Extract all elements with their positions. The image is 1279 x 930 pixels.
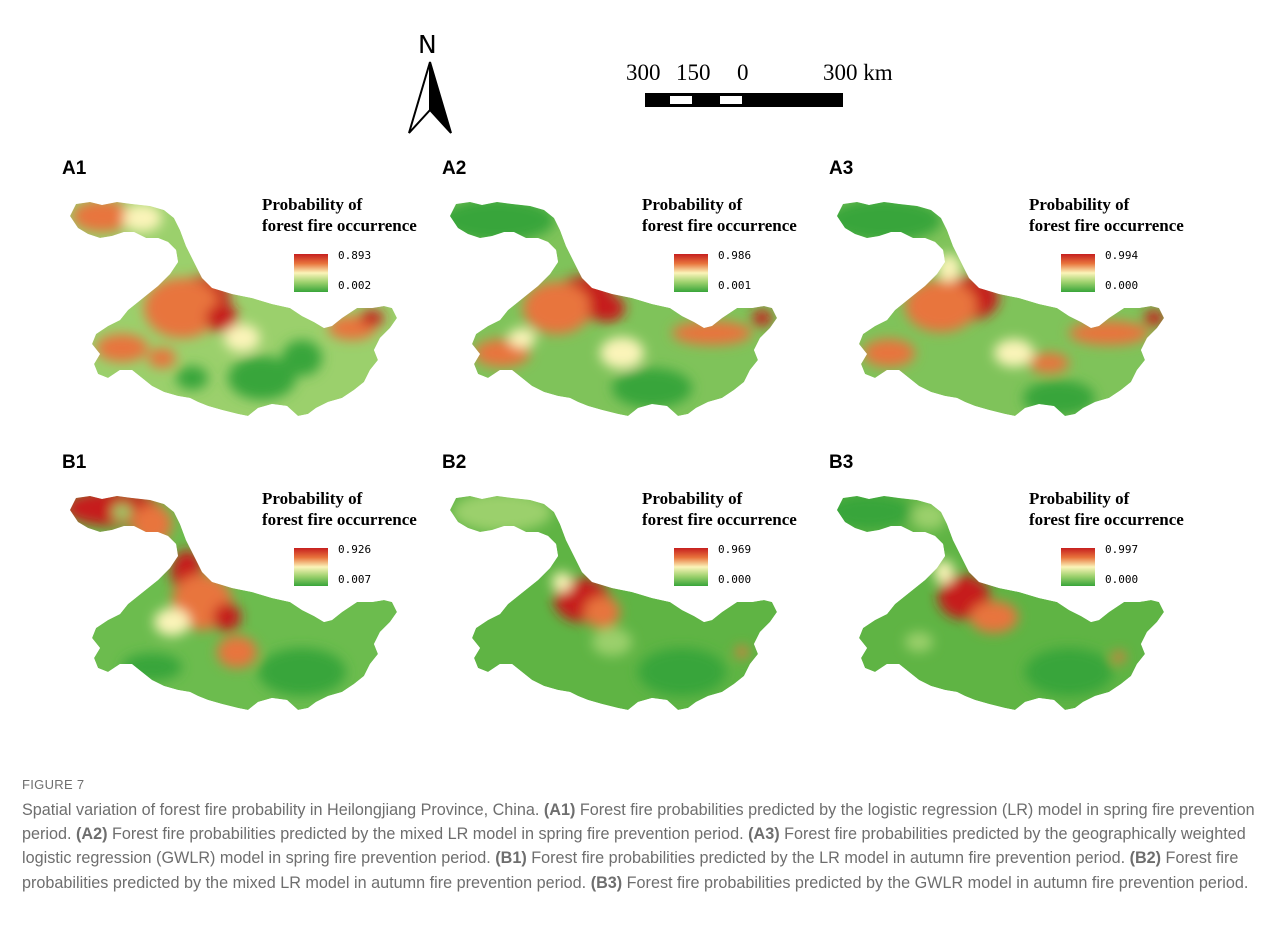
- legend-min-value: 0.000: [718, 573, 752, 586]
- legend-color-ramp: [1061, 254, 1095, 292]
- panel-label-b3: B3: [829, 452, 854, 473]
- map-panel-b1: B1 Probability of forest fire occurrence 0.…: [62, 452, 462, 747]
- panel-label-a1: A1: [62, 158, 87, 179]
- legend-max-value: 0.994: [1105, 249, 1139, 262]
- scale-label-0: 0: [737, 60, 749, 85]
- probability-map-a2: [450, 202, 777, 416]
- scale-label-300: 300: [626, 60, 661, 85]
- legend-title: Probability of forest fire occurrence: [262, 489, 417, 529]
- legend-min-value: 0.000: [1105, 573, 1139, 586]
- legend-color-ramp: [1061, 548, 1095, 586]
- legend-title: Probability of forest fire occurrence: [642, 489, 797, 529]
- legend-min-value: 0.002: [338, 279, 372, 292]
- map-panel-a2: A2 Probability of forest fire occurrence 0.…: [442, 158, 842, 453]
- map-panel-a3: A3 Probability of forest fire occurrence 0.…: [829, 158, 1229, 453]
- probability-map-a1: [70, 202, 397, 416]
- scale-label-300-km: 300 km: [823, 60, 893, 85]
- legend-title: Probability of forest fire occurrence: [262, 195, 417, 235]
- scale-label-150: 150: [676, 60, 711, 85]
- legend-title: Probability of forest fire occurrence: [642, 195, 797, 235]
- north-letter: N: [418, 30, 437, 59]
- panel-label-b2: B2: [442, 452, 467, 473]
- legend-color-ramp: [294, 254, 328, 292]
- legend-max-value: 0.926: [338, 543, 372, 556]
- panel-label-a2: A2: [442, 158, 467, 179]
- north-arrow-icon: [408, 61, 452, 134]
- legend-color-ramp: [294, 548, 328, 586]
- map-panel-b3: B3 Probability of forest fire occurrence 0.…: [829, 452, 1229, 747]
- probability-map-a3: [837, 202, 1164, 416]
- probability-map-b3: [837, 496, 1164, 710]
- legend-max-value: 0.893: [338, 249, 372, 262]
- scale-bar: [645, 93, 843, 107]
- legend-title: Probability of forest fire occurrence: [1029, 195, 1184, 235]
- panel-label-b1: B1: [62, 452, 87, 473]
- legend-min-value: 0.000: [1105, 279, 1139, 292]
- figure-caption: Spatial variation of forest fire probabi…: [22, 801, 1255, 892]
- legend-color-ramp: [674, 254, 708, 292]
- legend-min-value: 0.007: [338, 573, 372, 586]
- figure-label: FIGURE 7: [22, 777, 85, 792]
- legend-max-value: 0.986: [718, 249, 752, 262]
- panel-label-a3: A3: [829, 158, 854, 179]
- probability-map-b1: [70, 496, 397, 710]
- map-panel-b2: B2 Probability of forest fire occurrence 0.…: [442, 452, 842, 747]
- legend-max-value: 0.969: [718, 543, 752, 556]
- legend-max-value: 0.997: [1105, 543, 1139, 556]
- legend-color-ramp: [674, 548, 708, 586]
- legend-title: Probability of forest fire occurrence: [1029, 489, 1184, 529]
- legend-min-value: 0.001: [718, 279, 752, 292]
- probability-map-b2: [450, 496, 777, 710]
- map-panel-a1: A1 Probability of forest fire occurrence 0.…: [62, 158, 462, 453]
